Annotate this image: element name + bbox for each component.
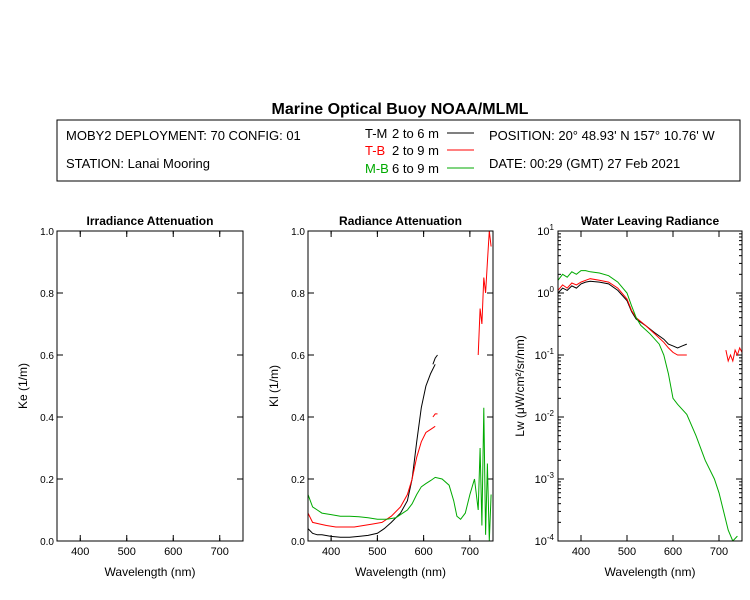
x-tick-label: 400: [572, 546, 590, 558]
x-tick-label: 600: [164, 546, 182, 558]
legend-code-tm: T-M: [365, 126, 387, 141]
y-axis-label: Lw (μW/cm²/sr/nm): [513, 335, 527, 437]
y-tick-label: 1.0: [291, 227, 305, 238]
y-tick-label: 1.0: [40, 227, 54, 238]
x-tick-label: 400: [71, 546, 89, 558]
series-line-t-m: [558, 280, 687, 349]
y-tick-label: 0.4: [40, 413, 54, 424]
panel-title: Irradiance Attenuation: [87, 214, 214, 228]
page-title: Marine Optical Buoy NOAA/MLML: [272, 101, 529, 118]
date-text: DATE: 00:29 (GMT) 27 Feb 2021: [489, 156, 680, 171]
plot-frame: [307, 230, 494, 542]
series-line-t-b: [432, 413, 438, 418]
station-text: STATION: Lanai Mooring: [66, 156, 210, 171]
x-tick-label: 600: [414, 546, 432, 558]
y-axis-label: Kl (1/m): [267, 365, 281, 407]
y-tick-label: 0.6: [291, 351, 305, 362]
x-tick-label: 700: [211, 546, 229, 558]
y-tick-label: 10-3: [535, 471, 555, 486]
y-tick-label: 0.2: [40, 475, 54, 486]
y-axis-label: Ke (1/m): [16, 363, 30, 409]
x-tick-label: 700: [710, 546, 728, 558]
y-tick-label: 100: [537, 285, 554, 300]
y-tick-label: 0.8: [291, 289, 305, 300]
y-tick-label: 0.0: [40, 537, 54, 548]
y-tick-label: 0.8: [40, 289, 54, 300]
position-text: POSITION: 20° 48.93' N 157° 10.76' W: [489, 128, 715, 143]
y-tick-label: 10-4: [535, 533, 555, 548]
y-tick-label: 0.2: [291, 475, 305, 486]
legend-range-tm: 2 to 6 m: [392, 126, 439, 141]
legend-code-tb: T-B: [365, 143, 385, 158]
panel-title: Radiance Attenuation: [339, 214, 462, 228]
x-tick-label: 500: [368, 546, 386, 558]
info-box: [56, 119, 741, 182]
series-line-t-b: [725, 346, 742, 363]
radiance-panel: Radiance Attenuation 400 500 600 700 0.0 0.2 0.…: [267, 214, 494, 579]
y-tick-label: 101: [537, 223, 554, 238]
panel-title: Water Leaving Radiance: [581, 214, 720, 228]
series-line-t-b: [477, 231, 492, 356]
x-tick-label: 500: [118, 546, 136, 558]
series-line-t-b: [558, 278, 687, 356]
y-tick-label: 0.0: [291, 537, 305, 548]
irradiance-panel: Irradiance Attenuation 400 500 600 700 0.0 0.2…: [16, 214, 244, 579]
series-line-t-b: [308, 425, 436, 528]
x-tick-label: 500: [618, 546, 636, 558]
series-line-m-b: [308, 407, 492, 541]
legend-range-tb: 2 to 9 m: [392, 143, 439, 158]
y-tick-label: 10-2: [535, 409, 555, 424]
y-tick-label: 10-1: [535, 347, 555, 362]
plot-frame: [557, 230, 743, 542]
x-tick-label: 700: [461, 546, 479, 558]
series-line-m-b: [558, 270, 738, 541]
water-leaving-panel: Water Leaving Radiance 400 500 600 700 101 100…: [513, 214, 743, 579]
x-tick-label: 400: [322, 546, 340, 558]
x-axis-label: Wavelength (nm): [105, 565, 196, 579]
y-tick-label: 0.4: [291, 413, 305, 424]
series-line-t-m: [308, 364, 436, 538]
legend: T-M 2 to 6 m T-B 2 to 9 m M-B 6 to 9 m: [365, 126, 474, 176]
legend-code-mb: M-B: [365, 161, 389, 176]
legend-range-mb: 6 to 9 m: [392, 161, 439, 176]
plot-frame: [56, 230, 244, 542]
y-tick-label: 0.6: [40, 351, 54, 362]
deployment-text: MOBY2 DEPLOYMENT: 70 CONFIG: 01: [66, 128, 301, 143]
series-line-t-m: [432, 354, 438, 365]
x-tick-label: 600: [664, 546, 682, 558]
x-axis-label: Wavelength (nm): [605, 565, 696, 579]
x-axis-label: Wavelength (nm): [355, 565, 446, 579]
